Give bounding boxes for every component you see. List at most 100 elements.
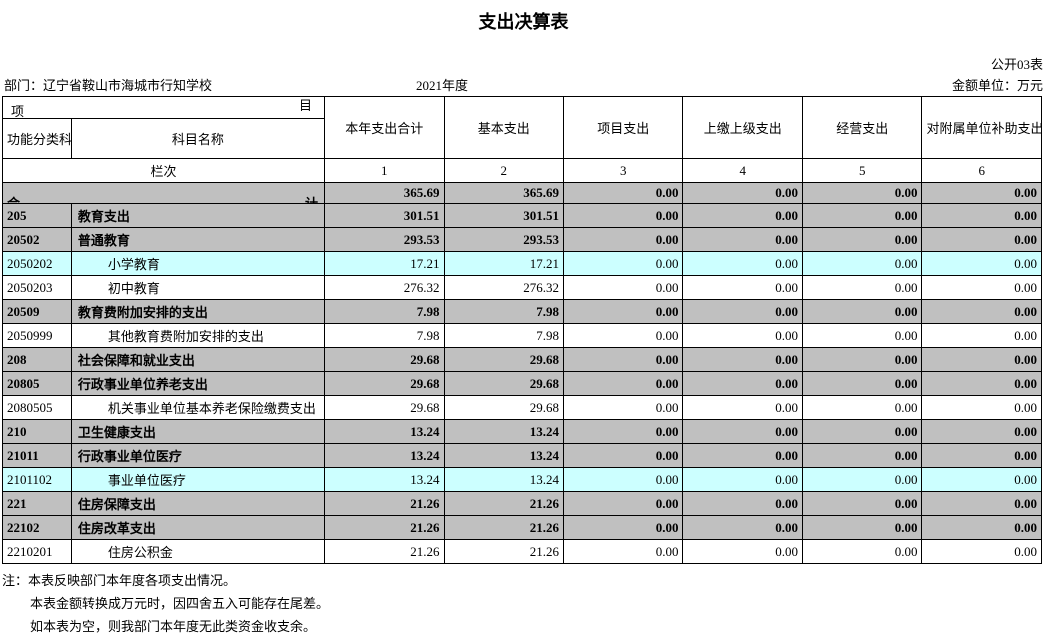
- table-row: 205教育支出301.51301.510.000.000.000.00: [3, 204, 1042, 228]
- cell-name: 住房改革支出: [71, 516, 324, 540]
- cell-value: 0.00: [683, 468, 802, 492]
- form-no: 公开03表: [991, 54, 1043, 73]
- cell-value: 7.98: [325, 324, 444, 348]
- cell-value: 0.00: [922, 492, 1042, 516]
- cell-value: 13.24: [444, 420, 563, 444]
- cell-code: 210: [3, 420, 72, 444]
- cell-value: 21.26: [444, 516, 563, 540]
- cell-value: 0.00: [563, 540, 682, 564]
- cell-value: 29.68: [444, 348, 563, 372]
- cell-name: 事业单位医疗: [71, 468, 324, 492]
- meta-line: 部门：辽宁省鞍山市海城市行知学校 2021年度 金额单位：万元: [0, 75, 1047, 96]
- hdr-col-4: 上缴上级支出: [683, 97, 802, 159]
- note-1: 注：本表反映部门本年度各项支出情况。: [2, 568, 1045, 591]
- page-title: 支出决算表: [0, 0, 1047, 54]
- table-row: 210卫生健康支出13.2413.240.000.000.000.00: [3, 420, 1042, 444]
- cell-value: 276.32: [325, 276, 444, 300]
- hdr-col-1: 本年支出合计: [325, 97, 444, 159]
- cell-value: 0.00: [683, 420, 802, 444]
- cell-value: 0.00: [922, 348, 1042, 372]
- hdr-col-5: 经营支出: [802, 97, 921, 159]
- cell-value: 0.00: [683, 228, 802, 252]
- cell-value: 0.00: [802, 276, 921, 300]
- table-row: 208社会保障和就业支出29.6829.680.000.000.000.00: [3, 348, 1042, 372]
- cell-value: 13.24: [325, 444, 444, 468]
- cell-code: 21011: [3, 444, 72, 468]
- cell-value: 0.00: [563, 300, 682, 324]
- cell-code: 2050202: [3, 252, 72, 276]
- cell-value: 0.00: [802, 468, 921, 492]
- hdr-name: 科目名称: [71, 119, 324, 159]
- cell-value: 293.53: [444, 228, 563, 252]
- cell-value: 0.00: [922, 396, 1042, 420]
- hdr-item-left: 项: [7, 99, 28, 119]
- cell-value: 0.00: [802, 420, 921, 444]
- cell-value: 0.00: [563, 204, 682, 228]
- seq-2: 2: [444, 159, 563, 183]
- cell-value: 0.00: [802, 348, 921, 372]
- cell-value: 0.00: [802, 372, 921, 396]
- cell-value: 0.00: [802, 228, 921, 252]
- cell-value: 17.21: [325, 252, 444, 276]
- cell-value: 0.00: [922, 516, 1042, 540]
- cell-value: 0.00: [563, 228, 682, 252]
- cell-value: 0.00: [922, 540, 1042, 564]
- hdr-item-right: 目: [293, 97, 318, 117]
- cell-value: 0.00: [683, 276, 802, 300]
- dept-line: 部门：辽宁省鞍山市海城市行知学校: [4, 75, 212, 94]
- cell-value: 13.24: [325, 468, 444, 492]
- cell-code: 2050999: [3, 324, 72, 348]
- cell-name: 教育费附加安排的支出: [71, 300, 324, 324]
- cell-name: 社会保障和就业支出: [71, 348, 324, 372]
- cell-value: 0.00: [683, 396, 802, 420]
- cell-value: 21.26: [325, 492, 444, 516]
- note-3: 如本表为空，则我部门本年度无此类资金收支余。: [2, 614, 1045, 637]
- cell-value: 21.26: [444, 492, 563, 516]
- cell-value: 0.00: [683, 372, 802, 396]
- table-row: 2050203初中教育276.32276.320.000.000.000.00: [3, 276, 1042, 300]
- cell-value: 0.00: [683, 516, 802, 540]
- table-row: 2210201住房公积金21.2621.260.000.000.000.00: [3, 540, 1042, 564]
- cell-value: 0.00: [683, 324, 802, 348]
- cell-code: 2080505: [3, 396, 72, 420]
- cell-code: 208: [3, 348, 72, 372]
- cell-value: 0.00: [802, 300, 921, 324]
- cell-name: 小学教育: [71, 252, 324, 276]
- table-body: 合计365.69365.690.000.000.000.00205教育支出301…: [3, 183, 1042, 564]
- cell-value: 0.00: [683, 204, 802, 228]
- hdr-col-2: 基本支出: [444, 97, 563, 159]
- cell-code: 20805: [3, 372, 72, 396]
- cell-value: 0.00: [563, 420, 682, 444]
- cell-value: 0.00: [802, 252, 921, 276]
- cell-value: 0.00: [922, 300, 1042, 324]
- cell-value: 365.69: [325, 183, 444, 204]
- cell-value: 29.68: [444, 372, 563, 396]
- cell-value: 0.00: [683, 183, 802, 204]
- cell-value: 0.00: [563, 516, 682, 540]
- table-row: 合计365.69365.690.000.000.000.00: [3, 183, 1042, 204]
- table-row: 20502普通教育293.53293.530.000.000.000.00: [3, 228, 1042, 252]
- cell-value: 293.53: [325, 228, 444, 252]
- cell-name: 机关事业单位基本养老保险缴费支出: [71, 396, 324, 420]
- cell-value: 301.51: [325, 204, 444, 228]
- cell-value: 0.00: [802, 516, 921, 540]
- cell-name: 行政事业单位养老支出: [71, 372, 324, 396]
- table-row: 2050999其他教育费附加安排的支出7.987.980.000.000.000…: [3, 324, 1042, 348]
- cell-value: 0.00: [683, 444, 802, 468]
- cell-value: 0.00: [922, 420, 1042, 444]
- cell-name: 住房保障支出: [71, 492, 324, 516]
- cell-value: 21.26: [325, 540, 444, 564]
- cell-value: 0.00: [922, 204, 1042, 228]
- cell-value: 301.51: [444, 204, 563, 228]
- cell-value: 0.00: [802, 540, 921, 564]
- cell-value: 0.00: [802, 204, 921, 228]
- cell-value: 0.00: [563, 276, 682, 300]
- dept-name: 辽宁省鞍山市海城市行知学校: [43, 78, 212, 93]
- table-row: 2080505机关事业单位基本养老保险缴费支出29.6829.680.000.0…: [3, 396, 1042, 420]
- cell-value: 0.00: [922, 444, 1042, 468]
- cell-code: 221: [3, 492, 72, 516]
- notes-block: 注：本表反映部门本年度各项支出情况。 本表金额转换成万元时，因四舍五入可能存在尾…: [0, 564, 1047, 641]
- seq-6: 6: [922, 159, 1042, 183]
- cell-value: 29.68: [444, 396, 563, 420]
- cell-code: 205: [3, 204, 72, 228]
